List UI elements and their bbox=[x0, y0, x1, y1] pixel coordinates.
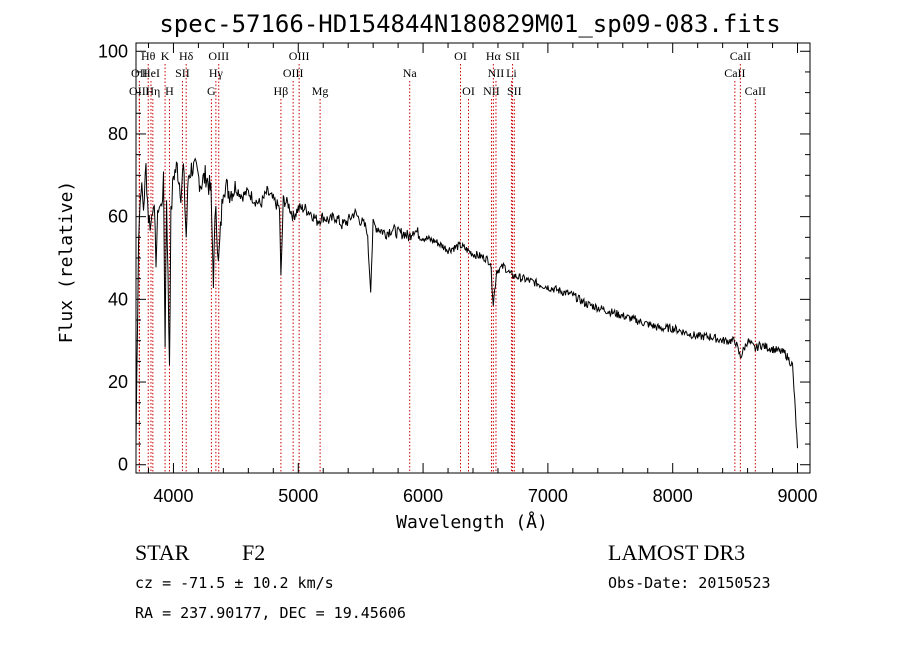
spectrum-line bbox=[135, 157, 798, 449]
x-axis-ticks: 4000 5000 6000 7000 8000 9000 bbox=[147, 43, 818, 506]
spectral-line-label: SII bbox=[175, 66, 190, 80]
redshift-cz: cz = -71.5 ± 10.2 km/s bbox=[135, 574, 334, 592]
object-subclass: F2 bbox=[242, 540, 265, 565]
spectral-line-markers bbox=[138, 64, 756, 473]
y-axis-ticks: 0 20 40 60 80 100 bbox=[98, 41, 810, 475]
spectral-line-label: NII bbox=[483, 84, 500, 98]
spectral-line-label: NII bbox=[488, 66, 505, 80]
x-tick-label: 4000 bbox=[153, 486, 193, 506]
spectral-line-label: Hη bbox=[145, 84, 160, 98]
spectral-line-label: Li bbox=[506, 66, 517, 80]
survey-name: LAMOST DR3 bbox=[608, 540, 745, 565]
spectral-line-label: Hδ bbox=[179, 49, 194, 63]
spectral-line-label: H bbox=[165, 84, 174, 98]
spectral-line-label: SII bbox=[505, 49, 520, 63]
spectral-line-label: OIII bbox=[283, 66, 304, 80]
spectral-line-label: Na bbox=[403, 66, 418, 80]
y-tick-label: 0 bbox=[118, 455, 128, 475]
spectral-line-label: OI bbox=[454, 49, 467, 63]
y-tick-label: 20 bbox=[108, 372, 128, 392]
x-tick-label: 5000 bbox=[278, 486, 318, 506]
spectral-line-label: Hθ bbox=[141, 49, 156, 63]
spectral-line-label: OIII bbox=[289, 49, 310, 63]
spectral-line-label: SII bbox=[507, 84, 522, 98]
spectral-line-label: OI bbox=[462, 84, 475, 98]
spectral-line-label: Hα bbox=[486, 49, 502, 63]
y-tick-label: 60 bbox=[108, 207, 128, 227]
spectral-line-label: K bbox=[161, 49, 170, 63]
spectral-line-label: Mg bbox=[312, 84, 329, 98]
y-tick-label: 100 bbox=[98, 41, 128, 61]
spectral-line-label: Hγ bbox=[209, 66, 224, 80]
x-tick-label: 9000 bbox=[777, 486, 817, 506]
chart-title: spec-57166-HD154844N180829M01_sp09-083.f… bbox=[159, 10, 780, 38]
spectral-line-label: OIII bbox=[208, 49, 229, 63]
spectral-line-label: CaII bbox=[745, 84, 766, 98]
plot-frame bbox=[135, 42, 811, 474]
spectral-line-label: OII bbox=[131, 66, 148, 80]
spectral-line-label: Hβ bbox=[274, 84, 289, 98]
y-tick-label: 40 bbox=[108, 289, 128, 309]
y-tick-label: 80 bbox=[108, 124, 128, 144]
ra-dec: RA = 237.90177, DEC = 19.45606 bbox=[135, 604, 406, 622]
spectral-line-label: HeI bbox=[142, 66, 160, 80]
y-axis-label: Flux (relative) bbox=[56, 181, 77, 344]
spectral-line-label: CaII bbox=[724, 66, 745, 80]
spectral-line-label: G bbox=[207, 84, 216, 98]
obs-date: Obs-Date: 20150523 bbox=[608, 574, 771, 592]
spectral-line-label: CaII bbox=[730, 49, 751, 63]
object-type: STAR bbox=[135, 540, 190, 565]
spectral-line-label: OIII bbox=[129, 84, 150, 98]
x-tick-label: 6000 bbox=[403, 486, 443, 506]
x-axis-label: Wavelength (Å) bbox=[396, 511, 548, 533]
x-tick-label: 7000 bbox=[528, 486, 568, 506]
x-tick-label: 8000 bbox=[653, 486, 693, 506]
